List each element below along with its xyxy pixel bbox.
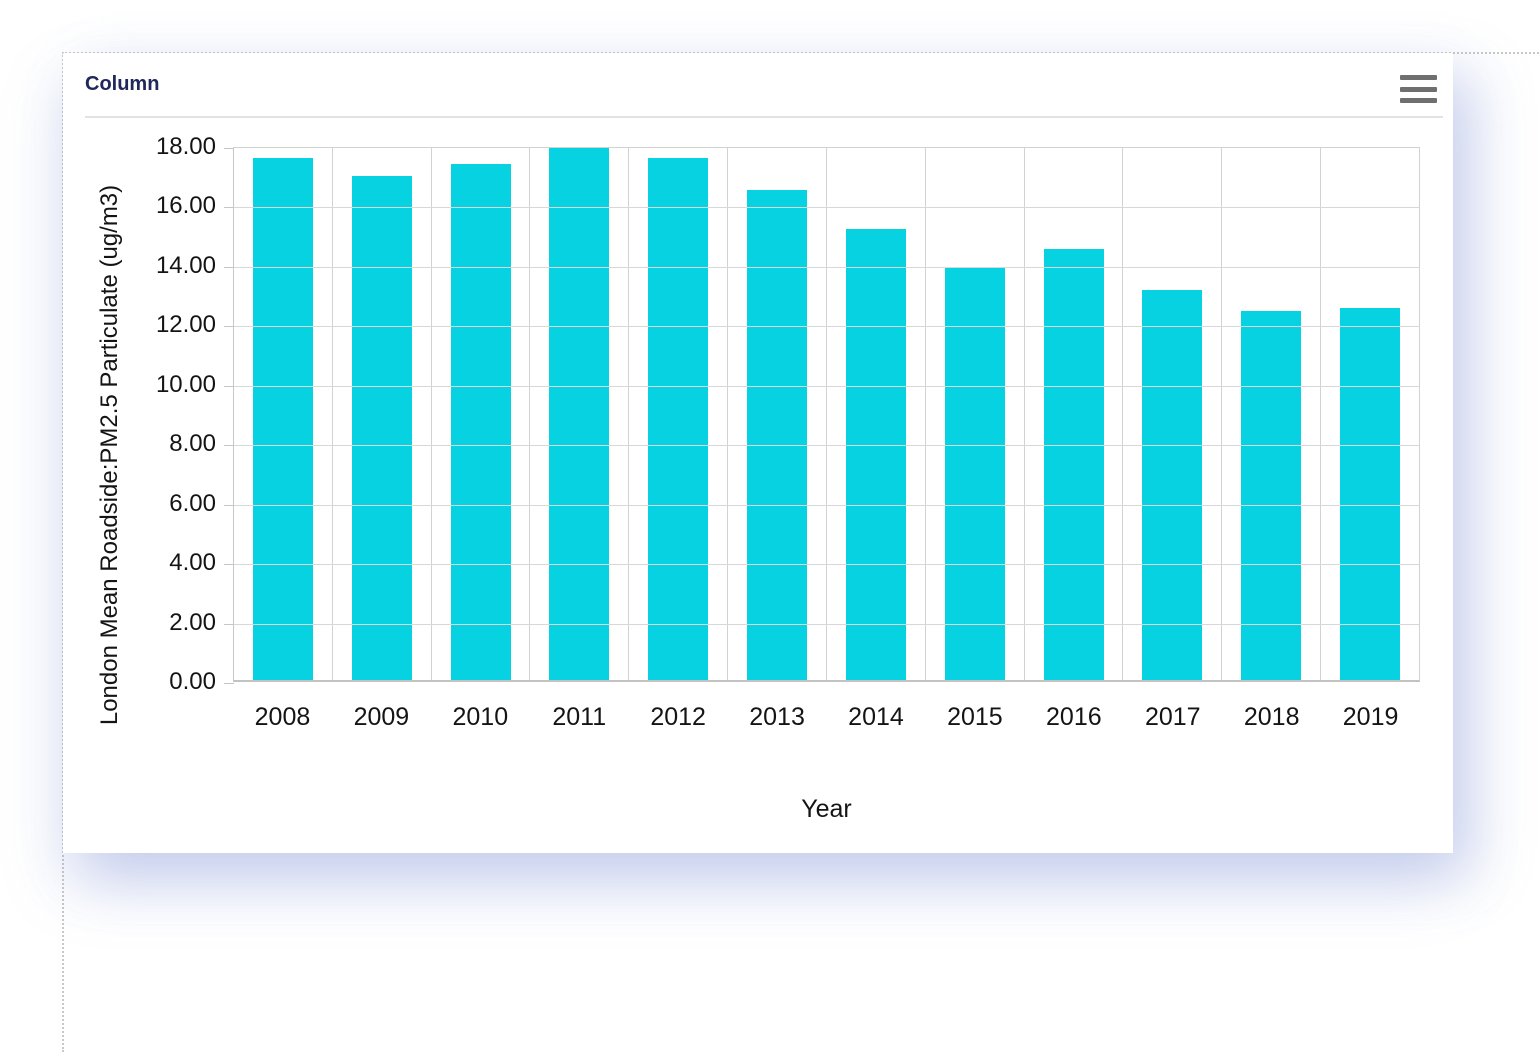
x-axis-title: Year — [801, 795, 852, 823]
bar-2017[interactable] — [1142, 290, 1203, 680]
x-axis-tick-labels: 2008 2009 2010 2011 2012 2013 2014 2015 2016 2017… — [233, 703, 1420, 732]
category-cell — [629, 148, 729, 680]
bar-2012[interactable] — [648, 158, 709, 680]
gridline — [234, 504, 1419, 506]
y-axis-tick — [224, 326, 234, 328]
bar-2011[interactable] — [549, 147, 610, 680]
category-cell — [333, 148, 432, 680]
hamburger-bar — [1400, 75, 1437, 80]
gridline — [234, 326, 1419, 328]
y-axis-tick — [224, 623, 234, 625]
gridline — [234, 623, 1419, 625]
y-axis-tick-labels: 0.00 2.00 4.00 6.00 8.00 10.00 12.00 14.00 16.00… — [63, 133, 216, 695]
y-tick-label: 4.00 — [169, 549, 216, 577]
x-tick-label: 2009 — [353, 703, 410, 731]
hamburger-menu-icon[interactable] — [1400, 75, 1437, 103]
y-axis-tick — [224, 385, 234, 387]
bar-2009[interactable] — [351, 176, 412, 680]
category-cell — [234, 148, 333, 680]
y-axis-tick — [224, 148, 234, 149]
hamburger-bar — [1400, 86, 1437, 92]
y-tick-label: 18.00 — [155, 133, 216, 160]
chart-panel-title: Column — [85, 73, 160, 95]
gridline — [234, 385, 1419, 387]
category-cell — [1222, 148, 1322, 680]
chart-card: Column London Mean Roadside:PM2.5 Partic… — [63, 53, 1453, 853]
category-cell — [1321, 148, 1419, 680]
y-tick-label: 14.00 — [155, 251, 216, 279]
plot-area — [224, 147, 1420, 684]
y-tick-label: 6.00 — [169, 489, 216, 517]
bar-2010[interactable] — [450, 164, 511, 680]
bar-2014[interactable] — [845, 229, 906, 680]
gridline — [234, 207, 1419, 209]
bar-cells — [234, 147, 1419, 680]
bar-2019[interactable] — [1340, 307, 1401, 680]
category-cell — [827, 148, 926, 680]
category-cell — [728, 148, 827, 680]
category-cell — [432, 148, 531, 680]
x-tick-label: 2017 — [1144, 703, 1201, 731]
category-cell — [1123, 148, 1223, 680]
bar-2016[interactable] — [1043, 249, 1104, 680]
y-tick-label: 16.00 — [155, 192, 216, 220]
x-tick-label: 2015 — [947, 703, 1003, 731]
y-axis-tick — [224, 564, 234, 566]
y-tick-label: 10.00 — [155, 370, 216, 398]
category-cell — [1025, 148, 1124, 680]
y-tick-label: 8.00 — [169, 430, 216, 458]
y-axis-tick — [224, 266, 234, 268]
x-tick-label: 2016 — [1046, 703, 1102, 731]
y-axis-tick — [224, 683, 234, 684]
x-tick-label: 2014 — [848, 703, 904, 731]
x-tick-label: 2013 — [749, 703, 805, 731]
hamburger-bar — [1400, 98, 1437, 103]
y-tick-label: 0.00 — [169, 668, 216, 695]
y-axis-tick — [224, 445, 234, 447]
x-tick-label: 2019 — [1342, 703, 1399, 731]
category-cell — [530, 147, 630, 680]
y-tick-label: 12.00 — [155, 311, 216, 339]
x-tick-label: 2018 — [1243, 703, 1300, 731]
gridline — [234, 266, 1419, 268]
header-divider — [85, 116, 1443, 118]
category-cell — [926, 148, 1025, 680]
x-tick-label: 2011 — [552, 703, 607, 731]
y-tick-label: 2.00 — [169, 608, 216, 636]
bar-2018[interactable] — [1241, 310, 1302, 680]
x-tick-label: 2008 — [254, 703, 311, 731]
x-tick-label: 2010 — [452, 703, 509, 731]
bar-2015[interactable] — [944, 268, 1005, 680]
x-tick-label: 2012 — [650, 703, 706, 731]
gridline — [234, 564, 1419, 566]
gridline — [234, 445, 1419, 447]
y-axis-tick — [224, 207, 234, 209]
bar-2008[interactable] — [252, 158, 313, 680]
y-axis-tick — [224, 504, 234, 506]
bar-2013[interactable] — [747, 189, 808, 680]
